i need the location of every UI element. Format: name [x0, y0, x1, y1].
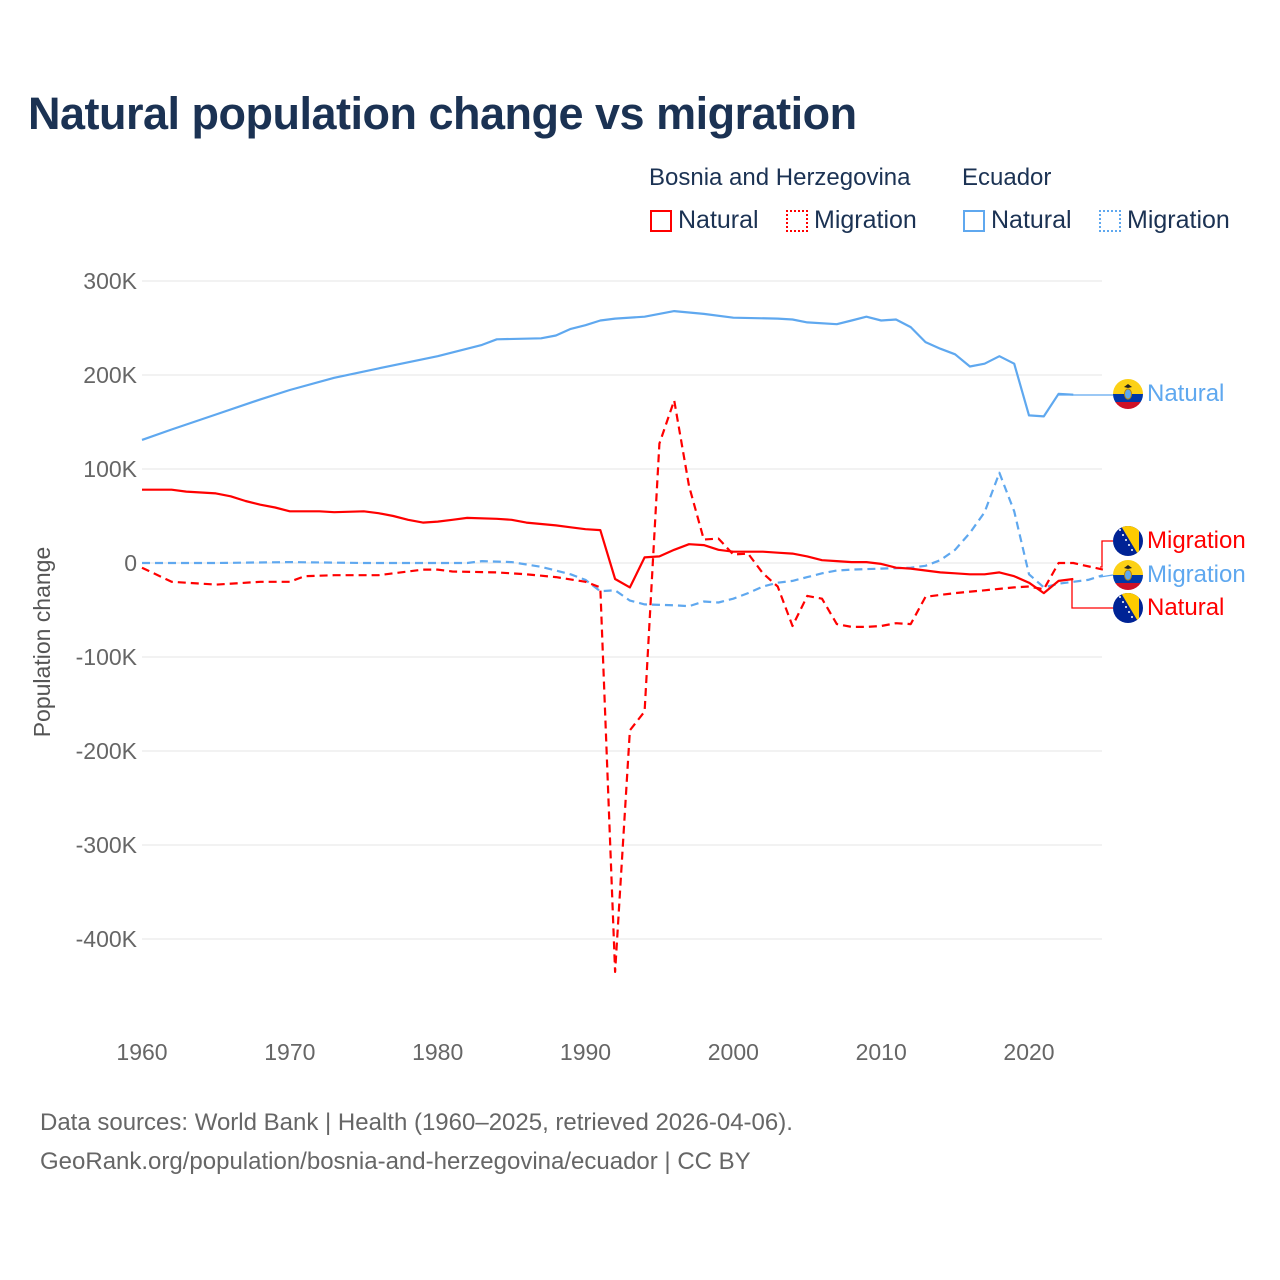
x-tick-label: 1960	[116, 1039, 167, 1065]
y-tick-label: 0	[124, 550, 137, 576]
end-label-ecuador-natural: Natural	[1113, 379, 1224, 409]
x-tick-label: 2010	[856, 1039, 907, 1065]
legend-bih-migration[interactable]: Migration	[786, 206, 917, 235]
ecuador-flag-icon	[1113, 379, 1143, 409]
legend-group-bih: Bosnia and Herzegovina	[649, 164, 911, 191]
y-tick-label: -300K	[76, 832, 138, 858]
series-line-bosnia-and-herzegovina-migration	[141, 399, 1104, 973]
ecuador-flag-icon	[1113, 560, 1143, 590]
legend-swatch	[650, 209, 672, 232]
legend-label: Migration	[814, 206, 917, 234]
legend-ecuador-migration[interactable]: Migration	[1099, 206, 1230, 235]
legend-bih-natural[interactable]: Natural	[650, 206, 759, 235]
end-label-bih-migration: Migration	[1113, 526, 1246, 556]
end-label-text: Migration	[1147, 561, 1246, 588]
y-tick-label: 100K	[83, 456, 137, 482]
y-tick-label: 300K	[83, 268, 137, 294]
x-tick-label: 2020	[1003, 1039, 1054, 1065]
y-tick-label: -200K	[76, 738, 138, 764]
legend-group-ecuador: Ecuador	[962, 164, 1052, 191]
x-tick-label: 1990	[560, 1039, 611, 1065]
end-label-text: Natural	[1147, 594, 1225, 621]
series-line-bosnia-and-herzegovina-natural	[142, 488, 1074, 595]
x-tick-label: 1980	[412, 1039, 463, 1065]
end-label-ecuador-migration: Migration	[1113, 560, 1246, 590]
chart-title: Natural population change vs migration	[28, 88, 857, 139]
x-tick-label: 2000	[708, 1039, 759, 1065]
end-label-text: Migration	[1147, 527, 1246, 554]
y-tick-label: -100K	[76, 644, 138, 670]
bosnia-flag-icon	[1113, 593, 1143, 623]
end-label-bih-natural: Natural	[1113, 593, 1224, 623]
y-axis-label: Population change	[29, 547, 55, 738]
footer-url[interactable]: GeoRank.org/population/bosnia-and-herzeg…	[40, 1148, 751, 1175]
x-tick-label: 1970	[264, 1039, 315, 1065]
legend-ecuador-natural[interactable]: Natural	[963, 206, 1072, 235]
legend-label: Migration	[1127, 206, 1230, 234]
end-label-text: Natural	[1147, 380, 1225, 407]
bosnia-flag-icon	[1113, 526, 1143, 556]
legend-swatch	[1099, 209, 1121, 232]
legend-swatch	[963, 209, 985, 232]
series-line-ecuador-natural	[141, 310, 1074, 441]
legend-label: Natural	[678, 206, 759, 234]
legend-swatch	[786, 209, 808, 232]
y-tick-label: -400K	[76, 926, 138, 952]
footer-source: Data sources: World Bank | Health (1960–…	[40, 1109, 793, 1136]
legend-label: Natural	[991, 206, 1072, 234]
series-line-ecuador-migration	[142, 471, 1104, 608]
y-tick-label: 200K	[83, 362, 137, 388]
